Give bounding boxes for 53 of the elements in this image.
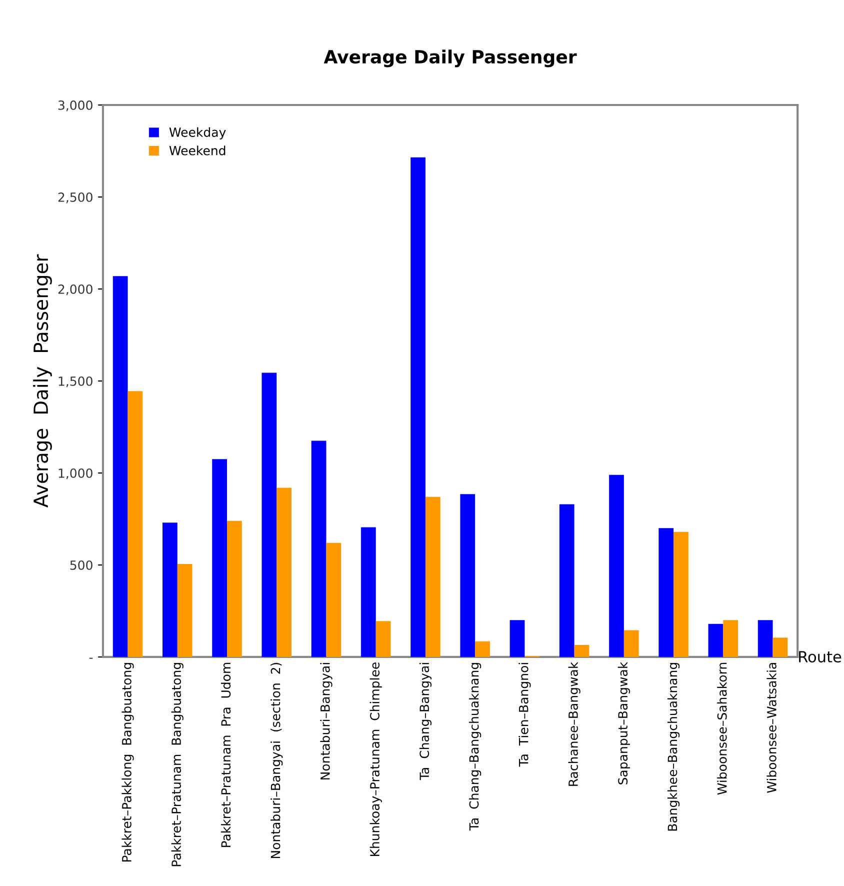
- bar: [410, 157, 426, 657]
- bar: [772, 638, 788, 657]
- bar: [425, 496, 440, 657]
- y-tick-label: 2,500: [58, 192, 92, 204]
- x-tick-label: Nontaburi–Bangyai: [320, 663, 332, 780]
- bar: [311, 440, 326, 657]
- bar: [262, 372, 277, 657]
- bar: [177, 564, 192, 657]
- chart-title: Average Daily Passenger: [324, 50, 577, 68]
- x-tick-label: Pakkret–Pratunam Bangbuatong: [171, 662, 184, 866]
- bar: [658, 528, 674, 657]
- x-tick-label: Ta Chang–Bangchuaknang: [469, 662, 482, 831]
- bar: [227, 520, 242, 657]
- y-axis-title: Average Daily Passenger: [33, 254, 52, 508]
- x-tick-label: Ta Chang–Bangyai: [419, 663, 432, 780]
- legend-label: Weekday: [169, 127, 226, 140]
- y-tick-label: -: [89, 658, 93, 659]
- x-tick-label: Wiboonsee–Sahakorn: [717, 662, 727, 795]
- bar: [723, 620, 738, 657]
- bar: [326, 542, 342, 657]
- bar: [624, 630, 639, 657]
- bar: [559, 504, 574, 657]
- x-tick-label: Sapanput–Bangwak: [618, 662, 630, 784]
- x-tick-label: Nontaburi–Bangyai (section 2): [270, 662, 283, 858]
- legend-label: Weekend: [169, 146, 226, 156]
- bar: [510, 620, 525, 657]
- y-tick-label: 3,000: [58, 100, 92, 112]
- bar: [360, 527, 376, 657]
- y-tick-label: 500: [70, 560, 92, 570]
- x-tick-label: Pakkret–Pakklong Bangbuatong: [122, 662, 134, 862]
- bar: [376, 621, 391, 657]
- bar: [708, 624, 724, 657]
- y-tick-label: 1,500: [58, 376, 92, 388]
- bar: [112, 276, 128, 657]
- bar: [609, 474, 624, 657]
- bar: [128, 391, 143, 657]
- bar: [574, 645, 590, 657]
- x-tick-label: Bangkhee–Bangchuaknang: [667, 662, 680, 831]
- x-axis-title: Route: [799, 651, 842, 663]
- y-tick-label: 1,000: [58, 468, 92, 480]
- x-tick-label: Rachanee–Bangwak: [568, 662, 580, 786]
- bar: [460, 494, 476, 657]
- bar: [674, 532, 688, 657]
- x-tick-label: Khunkoay–Pratunam Chimplee: [370, 662, 382, 856]
- bar: [758, 620, 773, 657]
- bar: [162, 522, 178, 657]
- x-tick-label: Pakkret–Pratunam Pra Udom: [220, 662, 231, 848]
- x-tick-label: Wiboonsee–Watsakia: [766, 662, 776, 793]
- bar: [475, 641, 490, 657]
- bar: [276, 488, 292, 657]
- bar: [212, 459, 228, 657]
- x-tick-label: Ta Tien–Bangnoi: [518, 663, 531, 767]
- y-tick-label: 2,000: [58, 284, 92, 296]
